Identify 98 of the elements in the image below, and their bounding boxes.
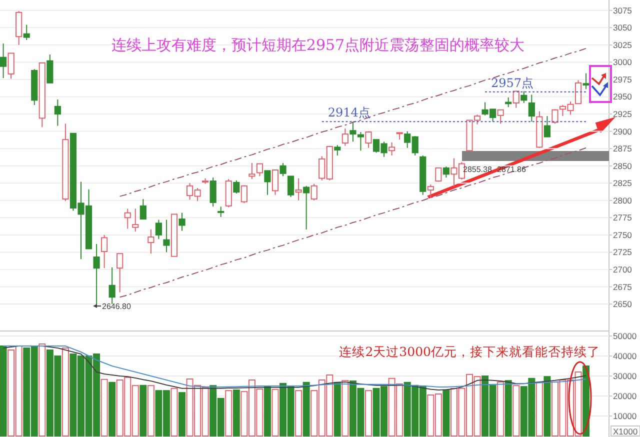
- y-tick-label: 2875: [613, 144, 632, 154]
- bar: [536, 382, 543, 436]
- candlestick: [574, 80, 582, 104]
- candlestick: [427, 184, 434, 198]
- annotation: 2646.80: [102, 302, 132, 311]
- bar: [272, 388, 279, 436]
- candlestick: [280, 162, 286, 177]
- candlestick: [0, 43, 7, 79]
- candlestick: [163, 219, 170, 253]
- candlestick: [334, 144, 341, 156]
- candlestick: [264, 170, 271, 196]
- y-tick-label: 2825: [613, 178, 632, 188]
- line-series: [119, 147, 586, 298]
- bar: [170, 388, 178, 436]
- candlestick: [218, 206, 224, 218]
- y-tick-label: 2675: [613, 282, 632, 292]
- candlestick: [287, 176, 294, 198]
- bar: [334, 382, 341, 436]
- text: 连续上攻有难度，预计短期在2957点附近震荡整固的概率较大: [111, 36, 525, 54]
- bar: [442, 390, 450, 436]
- candlestick: [23, 24, 30, 41]
- y-tick-label: 2725: [613, 247, 632, 258]
- candlestick: [240, 184, 248, 204]
- candlestick: [520, 90, 528, 104]
- y-tick-label: 2650: [613, 299, 632, 310]
- candlestick: [233, 180, 240, 194]
- candlestick: [248, 162, 256, 180]
- y-axis-title: X1000: [613, 426, 638, 436]
- candlestick: [435, 167, 442, 182]
- candlestick: [210, 177, 216, 208]
- bar: [100, 378, 108, 436]
- candlestick: [295, 178, 302, 201]
- candlestick: [256, 163, 264, 177]
- y-tick-label: 40000: [613, 351, 637, 361]
- candlestick: [342, 128, 348, 146]
- bar: [342, 380, 349, 436]
- candlestick: [148, 228, 154, 254]
- bar: [108, 382, 116, 436]
- y-tick-label: 3075: [613, 5, 632, 16]
- series-label: 2957点: [491, 76, 534, 90]
- text: 连续2天过3000亿元，接下来就看能否持续了: [339, 344, 600, 359]
- y-tick-label: 2850: [613, 160, 632, 171]
- bar: [140, 384, 147, 436]
- candlestick: [528, 94, 535, 122]
- bar: [302, 382, 310, 436]
- candlestick: [544, 116, 550, 138]
- candlestick: [303, 185, 310, 230]
- y-tick-label: 10000: [613, 411, 637, 421]
- y-tick-label: 2925: [613, 109, 632, 120]
- candlestick: [552, 108, 558, 124]
- candlestick: [497, 109, 504, 124]
- candlestick: [116, 253, 124, 293]
- candlestick: [46, 54, 54, 84]
- candlestick: [178, 212, 186, 232]
- y-tick-label: 2900: [613, 126, 632, 136]
- bar: [0, 346, 7, 436]
- bar: [544, 376, 551, 436]
- candlestick: [132, 208, 139, 232]
- candlestick: [155, 219, 162, 240]
- y-tick-label: 3000: [613, 57, 632, 68]
- y-tick-label: 30000: [613, 371, 637, 381]
- candlestick: [512, 90, 520, 108]
- bar: [178, 392, 186, 436]
- candlestick: [101, 234, 108, 269]
- candlestick: [124, 208, 131, 230]
- bar: [38, 344, 46, 436]
- candlestick: [388, 142, 396, 156]
- candlestick: [310, 183, 318, 201]
- candlestick: [93, 243, 100, 307]
- y-tick-label: 3025: [613, 40, 632, 50]
- candlestick: [54, 99, 61, 126]
- candlestick: [582, 72, 590, 90]
- candlestick: [442, 166, 450, 178]
- candlestick: [8, 52, 14, 80]
- y-tick-label: 2700: [613, 264, 632, 274]
- series-label: 2914点: [328, 106, 370, 120]
- bar: [497, 382, 504, 436]
- y-tick-label: 50000: [613, 331, 637, 341]
- bar: [232, 390, 240, 436]
- candlestick: [272, 169, 279, 196]
- bar: [295, 390, 302, 436]
- bar: [512, 385, 520, 436]
- y-tick-label: 2950: [613, 92, 632, 102]
- bar: [62, 348, 69, 436]
- y-tick-label: 2800: [613, 195, 632, 206]
- bar: [225, 390, 232, 436]
- y-tick-label: 20000: [613, 391, 637, 401]
- y-tick-label: 3050: [613, 22, 632, 33]
- bar: [504, 380, 512, 436]
- y-tick-label: 2775: [613, 212, 632, 223]
- bar: [264, 386, 271, 436]
- bar: [364, 390, 372, 436]
- bar: [147, 385, 154, 436]
- y-tick-label: 2750: [613, 230, 632, 240]
- candlestick: [365, 130, 372, 148]
- y-tick-label: 2975: [613, 74, 632, 84]
- candlestick: [140, 198, 146, 220]
- candlestick: [108, 266, 116, 305]
